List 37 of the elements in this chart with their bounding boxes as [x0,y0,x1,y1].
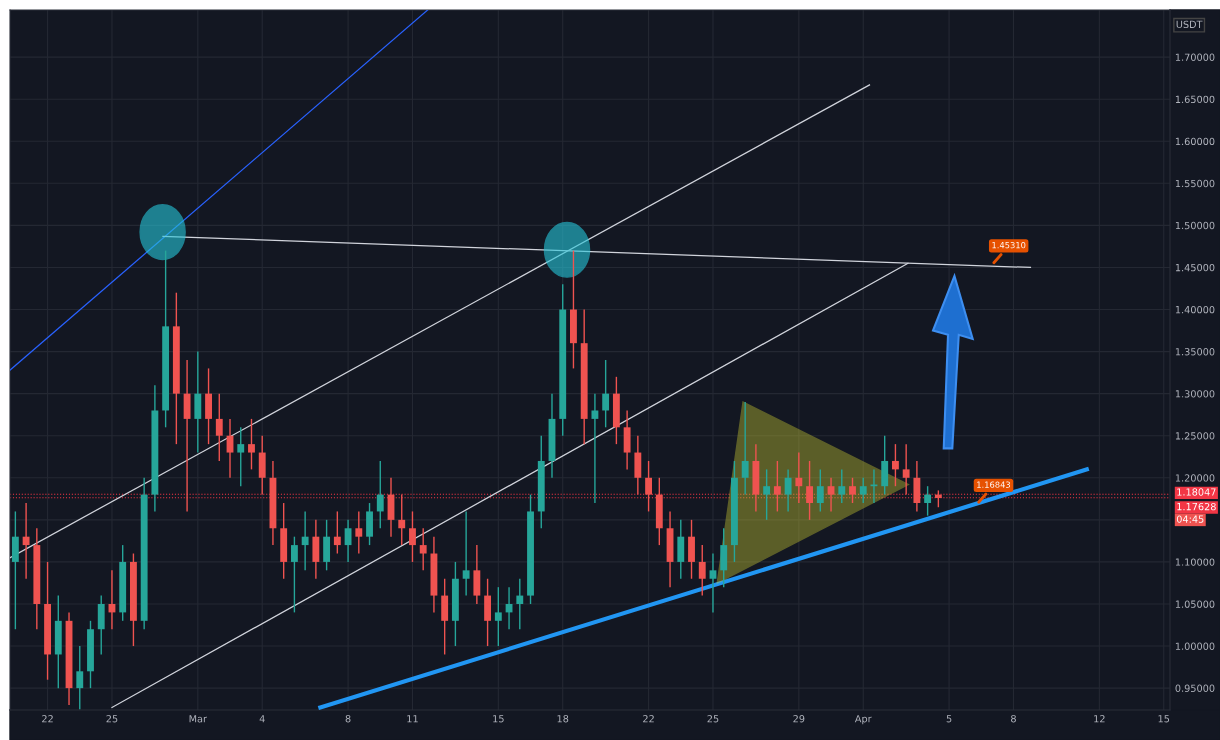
x-tick-label: 15 [493,715,504,723]
y-tick-label: 1.10000 [1175,558,1215,566]
y-tick-label: 1.50000 [1175,221,1215,230]
x-tick-label: 8 [1011,715,1016,723]
y-tick-label: 0.95000 [1175,684,1215,692]
y-tick-label: 1.55000 [1175,179,1215,188]
y-tick-label: 1.30000 [1175,390,1215,398]
x-tick-label: 29 [793,715,805,723]
y-tick-label: 1.65000 [1175,95,1215,104]
y-tick-label: 1.70000 [1175,53,1215,61]
y-tick-label: 1.40000 [1175,306,1215,314]
ref-line-label: 1.18047 [1177,488,1216,496]
x-tick-label: 25 [106,715,118,723]
x-tick-label: 12 [1094,715,1105,723]
x-tick-label: 5 [946,715,952,723]
x-tick-label: 11 [407,715,418,723]
y-tick-label: 1.25000 [1175,432,1215,440]
y-tick-label: 1.45000 [1175,263,1215,272]
x-tick-label: 25 [707,715,719,723]
annotation: 1.45310 [992,241,1026,249]
text: 04:45 [1176,515,1204,523]
x-tick-label: 18 [557,715,569,723]
y-tick-label: 1.20000 [1175,474,1215,482]
legend-label: 1.17628 [1177,502,1216,511]
annotation: 1.16843 [977,481,1011,488]
x-tick-label: 15 [1158,715,1170,723]
y-tick-label: 1.00000 [1175,642,1215,650]
y-tick-label: 1.60000 [1175,137,1215,146]
x-tick-label: 4 [259,715,265,723]
x-tick-label: 22 [42,715,53,723]
x-tick-label: 22 [643,715,654,723]
x-tick-label: Apr [854,715,872,725]
x-tick-label: Mar [189,715,207,723]
x-tick-label: 8 [345,715,351,723]
text: USDT [1176,20,1203,29]
y-tick-label: 1.35000 [1175,348,1215,356]
y-tick-label: 1.05000 [1175,600,1215,608]
